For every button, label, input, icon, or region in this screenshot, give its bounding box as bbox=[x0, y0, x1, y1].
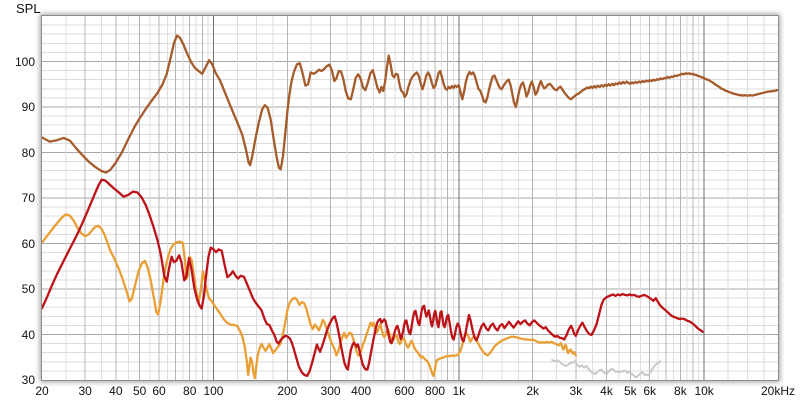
x-tick-label: 30 bbox=[78, 384, 92, 398]
plot-area bbox=[41, 15, 779, 381]
x-tick-label: 10k bbox=[694, 384, 714, 398]
orange-trace bbox=[42, 213, 578, 380]
x-tick-label: 800 bbox=[425, 384, 446, 398]
x-tick-label: 4k bbox=[600, 384, 613, 398]
y-tick-label: 50 bbox=[21, 282, 35, 296]
x-tick-label: 5k bbox=[623, 384, 637, 398]
x-tick-label: 2k bbox=[526, 384, 539, 398]
x-tick-label: 8k bbox=[674, 384, 687, 398]
x-tick-label: 6k bbox=[643, 384, 657, 398]
x-tick-label: 300 bbox=[320, 384, 341, 398]
y-tick-label: 100 bbox=[14, 54, 35, 69]
x-tick-label: 40 bbox=[109, 384, 123, 398]
x-tick-label: 20 bbox=[35, 384, 49, 398]
gray-trace bbox=[551, 358, 662, 379]
y-tick-label: 60 bbox=[21, 236, 35, 251]
y-tick-label: 70 bbox=[21, 191, 35, 205]
x-tick-label: 600 bbox=[394, 384, 415, 398]
brown-trace bbox=[42, 34, 778, 174]
x-tick-label: 20kHz bbox=[760, 384, 796, 398]
y-tick-label: 40 bbox=[21, 327, 35, 342]
x-tick-label: 1k bbox=[452, 384, 466, 398]
x-tick-label: 80 bbox=[183, 384, 197, 398]
x-tick-label: 100 bbox=[203, 384, 224, 398]
x-tick-label: 400 bbox=[351, 384, 372, 398]
y-tick-label: 30 bbox=[21, 373, 35, 387]
x-tick-label: 60 bbox=[152, 384, 166, 398]
x-tick-label: 200 bbox=[277, 384, 298, 398]
chart-canvas bbox=[42, 16, 778, 380]
y-tick-label: 80 bbox=[21, 145, 35, 160]
x-tick-label: 50 bbox=[132, 384, 147, 398]
y-axis-title: SPL bbox=[16, 1, 41, 16]
x-tick-label: 3k bbox=[569, 384, 583, 398]
red-trace bbox=[42, 178, 704, 378]
y-tick-label: 90 bbox=[21, 100, 35, 114]
